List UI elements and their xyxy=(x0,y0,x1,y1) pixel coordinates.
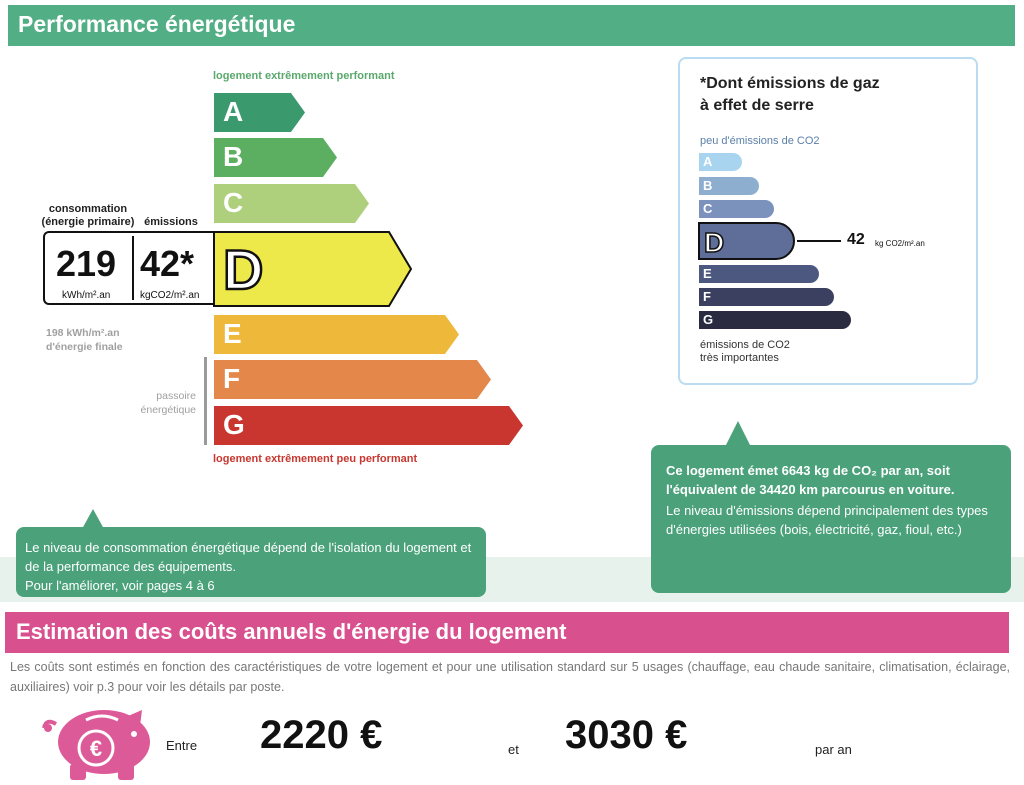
passoire-note: passoire énergétique xyxy=(140,390,196,416)
consumption-info-bubble: Le niveau de consommation énergétique dé… xyxy=(16,527,486,597)
between-label: Entre xyxy=(166,738,198,753)
dpe-class-letter: G xyxy=(223,409,245,440)
emissions-label: émissions xyxy=(144,216,198,228)
ges-title: *Dont émissions de gaz à effet de serre xyxy=(700,75,880,114)
bubble-tip xyxy=(726,421,750,445)
consumption-box xyxy=(43,231,213,305)
cost-low-value: 2220 € xyxy=(260,713,383,757)
cost-high-value: 3030 € xyxy=(565,713,688,757)
ges-class-a: A xyxy=(698,152,745,172)
dpe-class-d: D xyxy=(213,231,413,307)
ges-class-g: G xyxy=(698,310,854,330)
consumption-info-text: Le niveau de consommation énergétique dé… xyxy=(25,540,472,574)
ges-class-letter: C xyxy=(703,201,713,216)
dpe-class-letter: E xyxy=(223,318,242,349)
emissions-info-text: Le niveau d'émissions dépend principalem… xyxy=(666,503,988,537)
dpe-top-note: logement extrêmement performant xyxy=(213,70,395,82)
emissions-info-bold: Ce logement émet 6643 kg de CO₂ par an, … xyxy=(666,463,955,497)
ges-class-b: B xyxy=(698,176,762,196)
ges-bottom-note: émissions de CO2 très importantes xyxy=(700,339,790,364)
dpe-class-b: B xyxy=(213,137,339,178)
svg-text:€: € xyxy=(90,736,102,761)
costs-title: Estimation des coûts annuels d'énergie d… xyxy=(16,619,567,644)
and-label: et xyxy=(508,742,519,757)
consumption-value: 219 xyxy=(56,243,117,284)
ges-card xyxy=(678,57,978,385)
ges-unit: kg CO2/m².an xyxy=(875,239,925,248)
bubble-tip xyxy=(82,509,104,529)
consumption-unit: kWh/m².an xyxy=(62,290,111,301)
divider xyxy=(132,236,134,300)
dpe-class-letter: F xyxy=(223,363,241,394)
dpe-current-class-letter: D xyxy=(223,238,263,301)
dpe-class-letter: C xyxy=(223,187,244,218)
dpe-class-g: G xyxy=(213,405,525,446)
ges-class-letter: E xyxy=(703,266,712,281)
consumption-info-link-text: Pour l'améliorer, voir pages 4 à 6 xyxy=(25,578,215,593)
section-header-costs: Estimation des coûts annuels d'énergie d… xyxy=(5,612,1009,653)
dpe-class-a: A xyxy=(213,92,307,133)
costs-description: Les coûts sont estimés en fonction des c… xyxy=(10,660,1010,694)
ges-class-letter: B xyxy=(703,178,713,193)
ges-class-d: D xyxy=(698,222,797,260)
dpe-class-e: E xyxy=(213,314,461,355)
emissions-info-bubble: Ce logement émet 6643 kg de CO₂ par an, … xyxy=(651,445,1011,593)
emissions-value: 42* xyxy=(140,243,195,284)
ges-top-note: peu d'émissions de CO2 xyxy=(700,135,820,147)
ges-class-letter: G xyxy=(703,312,714,327)
dpe-class-letter: B xyxy=(223,141,244,172)
ges-class-c: C xyxy=(698,199,777,219)
final-energy-note: 198 kWh/m².an d'énergie finale xyxy=(46,327,123,353)
dpe-class-f: F xyxy=(213,359,493,400)
per-year-label: par an xyxy=(815,742,852,757)
ges-pointer-line xyxy=(797,240,841,242)
section-header-performance: Performance énergétique xyxy=(8,5,1015,46)
section-title: Performance énergétique xyxy=(18,11,296,37)
ges-class-letter: A xyxy=(703,154,713,169)
passoire-bracket xyxy=(204,357,207,445)
emissions-unit: kgCO2/m².an xyxy=(140,290,200,301)
ges-value: 42 xyxy=(847,231,865,248)
ges-class-letter: F xyxy=(703,289,711,304)
piggy-bank-euro-icon: € xyxy=(40,706,156,785)
ges-class-e: E xyxy=(698,264,822,284)
consumption-label: consommation (énergie primaire) xyxy=(41,203,135,228)
ges-class-f: F xyxy=(698,287,837,307)
ges-current-class-letter: D xyxy=(704,227,724,258)
dpe-bottom-note: logement extrêmement peu performant xyxy=(213,453,418,465)
dpe-class-c: C xyxy=(213,183,371,224)
dpe-class-letter: A xyxy=(223,96,244,127)
